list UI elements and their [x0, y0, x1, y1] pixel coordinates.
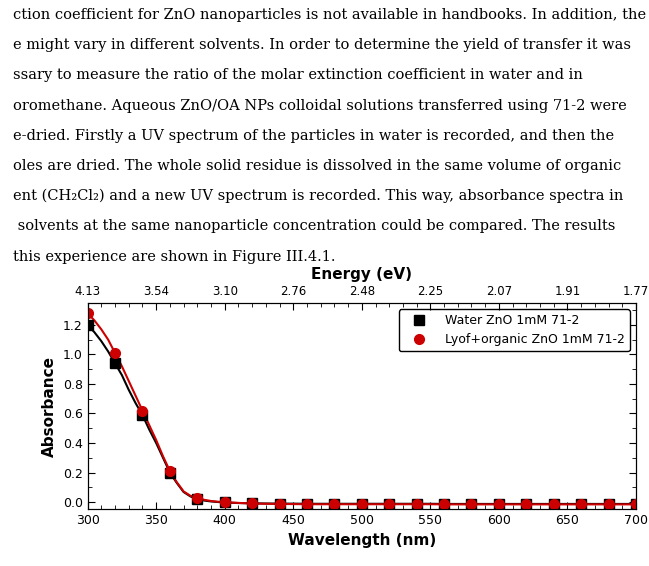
Water ZnO 1mM 71-2	[605, 500, 613, 507]
Line: Lyof+organic ZnO 1mM 71-2: Lyof+organic ZnO 1mM 71-2	[83, 308, 641, 509]
Water ZnO 1mM 71-2	[495, 500, 503, 507]
Lyof+organic ZnO 1mM 71-2	[111, 350, 119, 357]
Text: e might vary in different solvents. In order to determine the yield of transfer : e might vary in different solvents. In o…	[13, 38, 631, 52]
Text: oromethane. Aqueous ZnO/OA NPs colloidal solutions transferred using 71-2 were: oromethane. Aqueous ZnO/OA NPs colloidal…	[13, 98, 627, 113]
Lyof+organic ZnO 1mM 71-2	[139, 407, 147, 414]
Lyof+organic ZnO 1mM 71-2	[578, 501, 585, 508]
Text: e-dried. Firstly a UV spectrum of the particles in water is recorded, and then t: e-dried. Firstly a UV spectrum of the pa…	[13, 129, 614, 143]
Lyof+organic ZnO 1mM 71-2	[276, 500, 284, 507]
Lyof+organic ZnO 1mM 71-2	[413, 501, 421, 508]
Water ZnO 1mM 71-2	[139, 411, 147, 418]
Water ZnO 1mM 71-2	[522, 500, 530, 507]
X-axis label: Wavelength (nm): Wavelength (nm)	[288, 533, 436, 548]
Lyof+organic ZnO 1mM 71-2	[550, 501, 557, 508]
Lyof+organic ZnO 1mM 71-2	[330, 501, 338, 508]
Lyof+organic ZnO 1mM 71-2	[166, 468, 174, 474]
Text: ssary to measure the ratio of the molar extinction coefficient in water and in: ssary to measure the ratio of the molar …	[13, 68, 583, 83]
Water ZnO 1mM 71-2	[440, 500, 448, 507]
X-axis label: Energy (eV): Energy (eV)	[312, 267, 412, 282]
Lyof+organic ZnO 1mM 71-2	[358, 501, 366, 508]
Lyof+organic ZnO 1mM 71-2	[303, 501, 311, 508]
Lyof+organic ZnO 1mM 71-2	[522, 501, 530, 508]
Lyof+organic ZnO 1mM 71-2	[193, 495, 201, 501]
Water ZnO 1mM 71-2	[111, 360, 119, 367]
Text: oles are dried. The whole solid residue is dissolved in the same volume of organ: oles are dried. The whole solid residue …	[13, 159, 621, 173]
Water ZnO 1mM 71-2	[330, 500, 338, 507]
Line: Water ZnO 1mM 71-2: Water ZnO 1mM 71-2	[83, 320, 641, 509]
Water ZnO 1mM 71-2	[467, 500, 475, 507]
Lyof+organic ZnO 1mM 71-2	[440, 501, 448, 508]
Water ZnO 1mM 71-2	[358, 500, 366, 507]
Water ZnO 1mM 71-2	[632, 500, 640, 507]
Lyof+organic ZnO 1mM 71-2	[248, 500, 256, 507]
Lyof+organic ZnO 1mM 71-2	[495, 501, 503, 508]
Lyof+organic ZnO 1mM 71-2	[632, 501, 640, 508]
Water ZnO 1mM 71-2	[386, 500, 393, 507]
Lyof+organic ZnO 1mM 71-2	[221, 499, 228, 505]
Water ZnO 1mM 71-2	[276, 500, 284, 507]
Y-axis label: Absorbance: Absorbance	[42, 355, 57, 457]
Lyof+organic ZnO 1mM 71-2	[84, 310, 92, 316]
Text: ent (CH₂Cl₂) and a new UV spectrum is recorded. This way, absorbance spectra in: ent (CH₂Cl₂) and a new UV spectrum is re…	[13, 189, 623, 203]
Legend: Water ZnO 1mM 71-2, Lyof+organic ZnO 1mM 71-2: Water ZnO 1mM 71-2, Lyof+organic ZnO 1mM…	[398, 309, 630, 351]
Water ZnO 1mM 71-2	[578, 500, 585, 507]
Text: ction coefficient for ZnO nanoparticles is not available in handbooks. In additi: ction coefficient for ZnO nanoparticles …	[13, 8, 646, 22]
Lyof+organic ZnO 1mM 71-2	[605, 501, 613, 508]
Water ZnO 1mM 71-2	[413, 500, 421, 507]
Water ZnO 1mM 71-2	[166, 469, 174, 476]
Text: this experience are shown in Figure III.4.1.: this experience are shown in Figure III.…	[13, 250, 336, 264]
Text: solvents at the same nanoparticle concentration could be compared. The results: solvents at the same nanoparticle concen…	[13, 220, 615, 233]
Water ZnO 1mM 71-2	[84, 321, 92, 328]
Water ZnO 1mM 71-2	[193, 495, 201, 502]
Lyof+organic ZnO 1mM 71-2	[386, 501, 393, 508]
Water ZnO 1mM 71-2	[221, 499, 228, 506]
Water ZnO 1mM 71-2	[248, 500, 256, 507]
Water ZnO 1mM 71-2	[303, 500, 311, 507]
Water ZnO 1mM 71-2	[550, 500, 557, 507]
Lyof+organic ZnO 1mM 71-2	[467, 501, 475, 508]
